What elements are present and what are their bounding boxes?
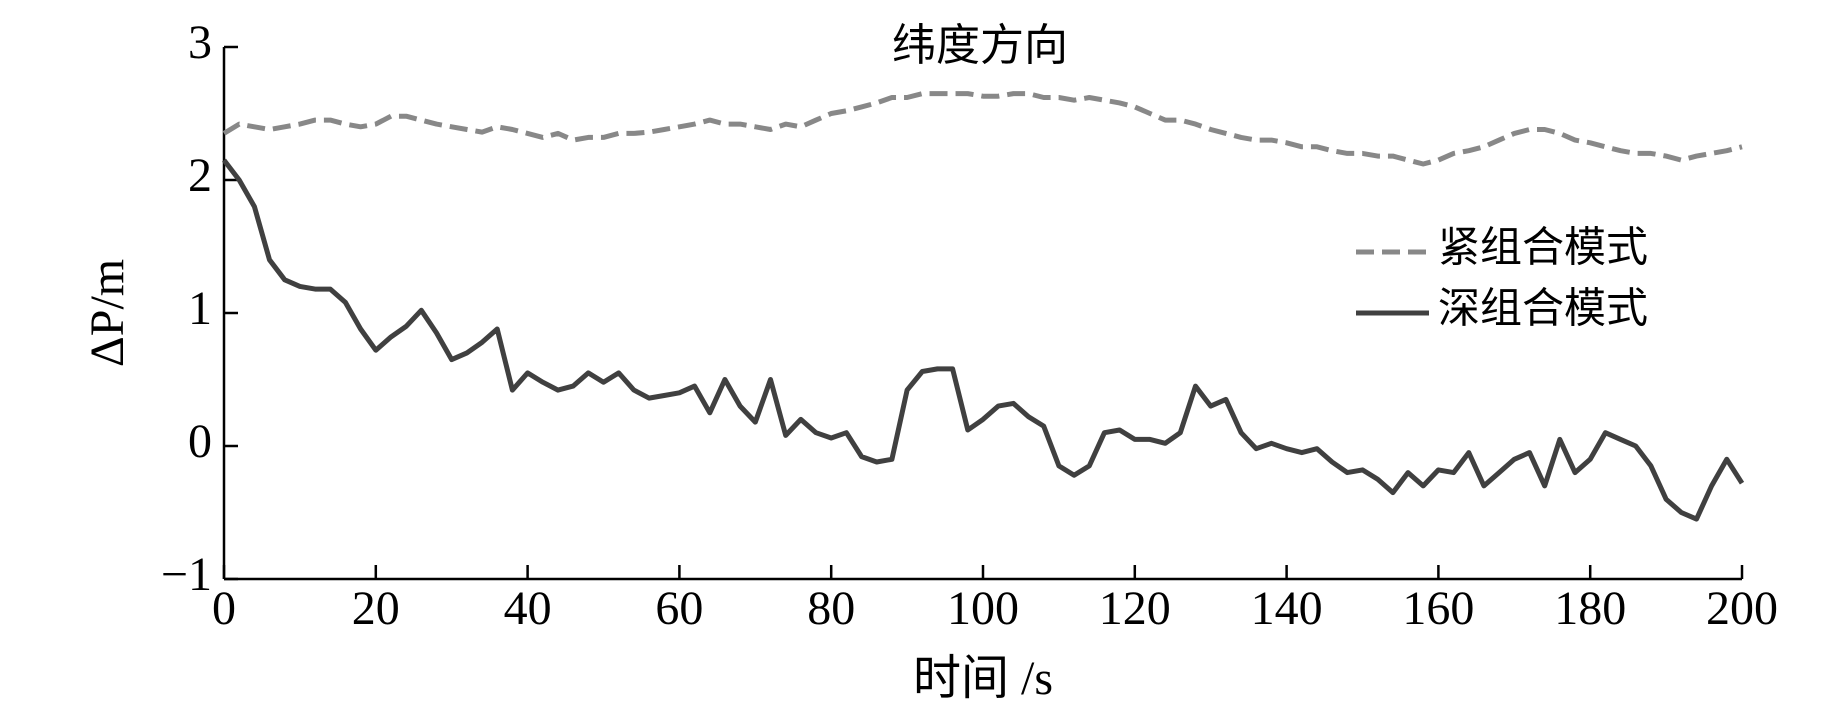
x-tick-label: 120: [1099, 582, 1171, 635]
y-tick-label: 1: [188, 282, 212, 335]
x-tick-label: 140: [1251, 582, 1323, 635]
data-line: [222, 158, 1745, 522]
x-tick-label: 20: [352, 582, 400, 635]
x-tick-label: 40: [504, 582, 552, 635]
x-tick-label: 200: [1706, 582, 1778, 635]
legend-label: 紧组合模式: [1438, 226, 1648, 272]
y-tick-label: −1: [161, 548, 212, 601]
x-tick-label: 160: [1402, 582, 1474, 635]
y-tick-label: 3: [188, 16, 212, 69]
data-line: [222, 91, 1743, 167]
y-tick-label: 2: [188, 149, 212, 202]
legend-label: 深组合模式: [1438, 287, 1648, 333]
x-axis-label: 时间 /s: [913, 652, 1053, 705]
x-tick-label: 180: [1554, 582, 1626, 635]
x-tick-label: 60: [655, 582, 703, 635]
y-tick-label: 0: [188, 415, 212, 468]
x-tick-label: 100: [947, 582, 1019, 635]
x-tick-label: 80: [807, 582, 855, 635]
y-axis-label: ΔP/m: [81, 259, 134, 367]
chart-title: 纬度方向: [892, 21, 1068, 70]
x-tick-label: 0: [212, 582, 236, 635]
